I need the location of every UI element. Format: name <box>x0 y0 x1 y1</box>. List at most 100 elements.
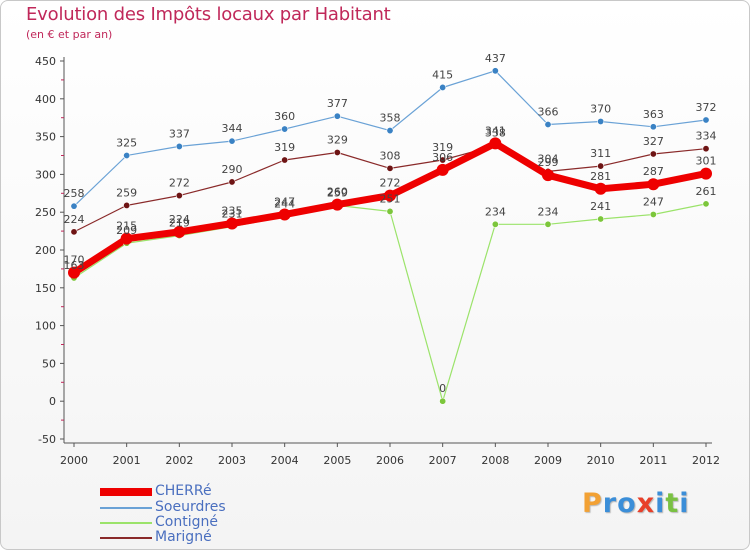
data-label: 251 <box>380 192 401 205</box>
data-label: 308 <box>380 149 401 162</box>
data-label: 437 <box>485 52 506 65</box>
x-tick-label: 2009 <box>534 454 562 467</box>
x-tick-label: 2000 <box>60 454 88 467</box>
data-label: 366 <box>538 106 559 119</box>
data-point <box>333 112 341 120</box>
data-point <box>439 83 447 91</box>
data-point <box>281 156 289 164</box>
data-point <box>173 225 186 238</box>
x-tick-label: 2008 <box>481 454 509 467</box>
data-point <box>439 397 447 405</box>
y-tick-label: 150 <box>35 282 56 295</box>
x-tick-label: 2005 <box>323 454 351 467</box>
data-label: 290 <box>222 163 243 176</box>
y-tick-label: 250 <box>35 206 56 219</box>
data-label: 234 <box>485 205 506 218</box>
data-label: 209 <box>116 224 137 237</box>
data-point <box>544 220 552 228</box>
data-label: 372 <box>696 101 717 114</box>
data-point <box>175 192 183 200</box>
data-point <box>489 137 502 150</box>
data-label: 272 <box>169 177 190 190</box>
data-label: 170 <box>64 254 85 267</box>
y-tick-label: 350 <box>35 131 56 144</box>
legend-swatch-cherre <box>100 488 152 496</box>
data-point <box>70 228 78 236</box>
data-point <box>649 210 657 218</box>
data-label: 287 <box>643 165 664 178</box>
x-tick-label: 2007 <box>429 454 457 467</box>
x-tick-label: 2003 <box>218 454 246 467</box>
data-labels: 258 325 337 344 360 377 358 415 437 366 370 363 372 1… <box>64 52 717 395</box>
x-tick-label: 2012 <box>692 454 720 467</box>
data-point <box>702 116 710 124</box>
chart-subtitle: (en € et par an) <box>26 28 113 41</box>
data-point <box>491 67 499 75</box>
data-point <box>436 163 449 176</box>
data-label: 334 <box>696 130 717 143</box>
data-label: 281 <box>590 170 611 183</box>
data-point <box>649 123 657 131</box>
data-label: 325 <box>116 137 137 150</box>
data-label: 301 <box>696 155 717 168</box>
data-label: 258 <box>64 187 85 200</box>
data-point <box>226 217 238 230</box>
x-tick-label: 2001 <box>113 454 141 467</box>
data-point <box>68 266 80 279</box>
data-point <box>123 152 131 160</box>
logo-letter: r <box>602 488 618 519</box>
data-label: 260 <box>327 186 348 199</box>
y-tick-label: 50 <box>42 357 56 370</box>
data-label: 259 <box>116 186 137 199</box>
data-label: 306 <box>432 151 453 164</box>
logo-letter: i <box>655 488 666 519</box>
y-tick-label: 100 <box>35 320 56 333</box>
data-point <box>228 137 236 145</box>
proxiti-logo: Proxiti <box>582 488 690 519</box>
data-label: 360 <box>274 110 295 123</box>
data-label: 311 <box>590 147 611 160</box>
data-point <box>597 215 605 223</box>
logo-letter: P <box>582 488 603 519</box>
data-label: 299 <box>538 156 559 169</box>
data-point <box>123 201 131 209</box>
data-label: 358 <box>380 112 401 125</box>
data-label: 341 <box>485 124 506 137</box>
data-point <box>333 148 341 156</box>
chart-title: Evolution des Impôts locaux par Habitant <box>26 4 391 25</box>
data-label: 163 <box>64 259 85 272</box>
data-label: 272 <box>380 177 401 190</box>
data-label: 329 <box>327 133 348 146</box>
logo-letter: x <box>636 488 656 519</box>
data-label: 241 <box>590 200 611 213</box>
data-point <box>386 207 394 215</box>
y-tick-label: 0 <box>49 395 56 408</box>
data-label: 215 <box>116 220 137 233</box>
data-point <box>700 167 712 180</box>
data-label: 319 <box>274 141 295 154</box>
data-label: 234 <box>538 205 559 218</box>
data-label: 344 <box>222 122 243 135</box>
data-label: 0 <box>439 382 446 395</box>
data-point <box>647 178 660 191</box>
data-point <box>439 156 447 164</box>
y-tick-label: 200 <box>35 244 56 257</box>
data-point <box>702 145 710 153</box>
data-point <box>597 162 605 170</box>
data-point <box>597 117 605 125</box>
data-label: 370 <box>590 102 611 115</box>
data-point <box>228 178 236 186</box>
data-label: 304 <box>538 152 559 165</box>
x-tick-label: 2006 <box>376 454 404 467</box>
data-point <box>331 198 344 211</box>
data-label: 377 <box>327 97 348 110</box>
legend-label-marigne: Marigné <box>155 529 212 545</box>
data-label: 224 <box>169 213 190 226</box>
data-label: 235 <box>222 205 243 218</box>
legend-swatch-marigne <box>100 537 152 539</box>
data-label: 231 <box>222 208 243 221</box>
data-point <box>175 142 183 150</box>
data-point <box>386 127 394 135</box>
legend-swatch-contigne <box>100 522 152 524</box>
